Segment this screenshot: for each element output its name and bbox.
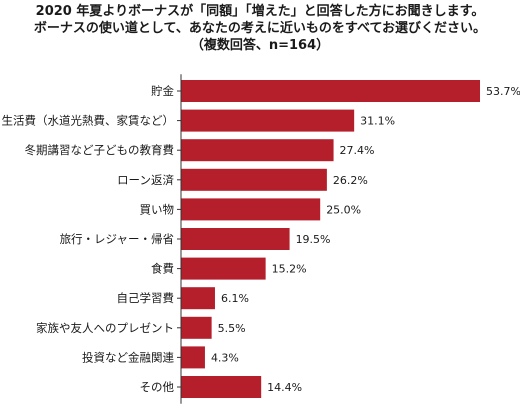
category-label-3: ローン返済 — [117, 173, 174, 187]
bar-5 — [181, 228, 290, 250]
bar-7 — [181, 287, 215, 310]
bar-4 — [181, 198, 321, 221]
category-label-8: 家族や友人へのプレゼント — [36, 321, 174, 335]
category-label-5: 旅行・レジャー・帰省 — [60, 232, 174, 246]
value-label-4: 25.0% — [326, 203, 361, 216]
value-label-5: 19.5% — [296, 233, 331, 246]
category-label-7: 自己学習費 — [117, 291, 175, 305]
category-label-2: 冬期講習など子どもの教育費 — [25, 143, 175, 157]
bar-8 — [181, 316, 212, 339]
value-label-1: 31.1% — [360, 115, 395, 128]
bar-2 — [181, 139, 334, 162]
value-label-6: 15.2% — [272, 263, 307, 276]
category-label-4: 買い物 — [140, 202, 175, 216]
chart-title-line-3: （複数回答、n=164） — [190, 38, 330, 53]
value-label-0: 53.7% — [486, 85, 520, 98]
bar-9 — [181, 346, 205, 369]
category-label-10: その他 — [140, 380, 175, 394]
category-label-9: 投資など金融関連 — [82, 350, 174, 364]
chart-title: 2020 年夏よりボーナスが「同額」「増えた」と回答した方にお聞きします。 ボー… — [0, 3, 520, 54]
value-label-10: 14.4% — [267, 381, 302, 394]
bar-0 — [181, 80, 480, 102]
chart-title-line-2: ボーナスの使い道として、あなたの考えに近いものをすべてお選びください。 — [33, 21, 487, 36]
category-label-1: 生活費（水道光熱費、家賃など） — [2, 114, 175, 128]
value-label-9: 4.3% — [211, 351, 239, 364]
value-label-8: 5.5% — [218, 322, 246, 335]
value-label-2: 27.4% — [340, 144, 375, 157]
category-label-0: 貯金 — [151, 84, 174, 98]
bar-3 — [181, 168, 327, 191]
chart-title-line-1: 2020 年夏よりボーナスが「同額」「増えた」と回答した方にお聞きします。 — [35, 4, 485, 19]
bar-1 — [181, 109, 355, 132]
value-label-7: 6.1% — [221, 292, 249, 305]
value-label-3: 26.2% — [333, 174, 368, 187]
bar-10 — [181, 376, 262, 398]
bar-6 — [181, 257, 266, 280]
category-label-6: 食費 — [151, 262, 174, 276]
